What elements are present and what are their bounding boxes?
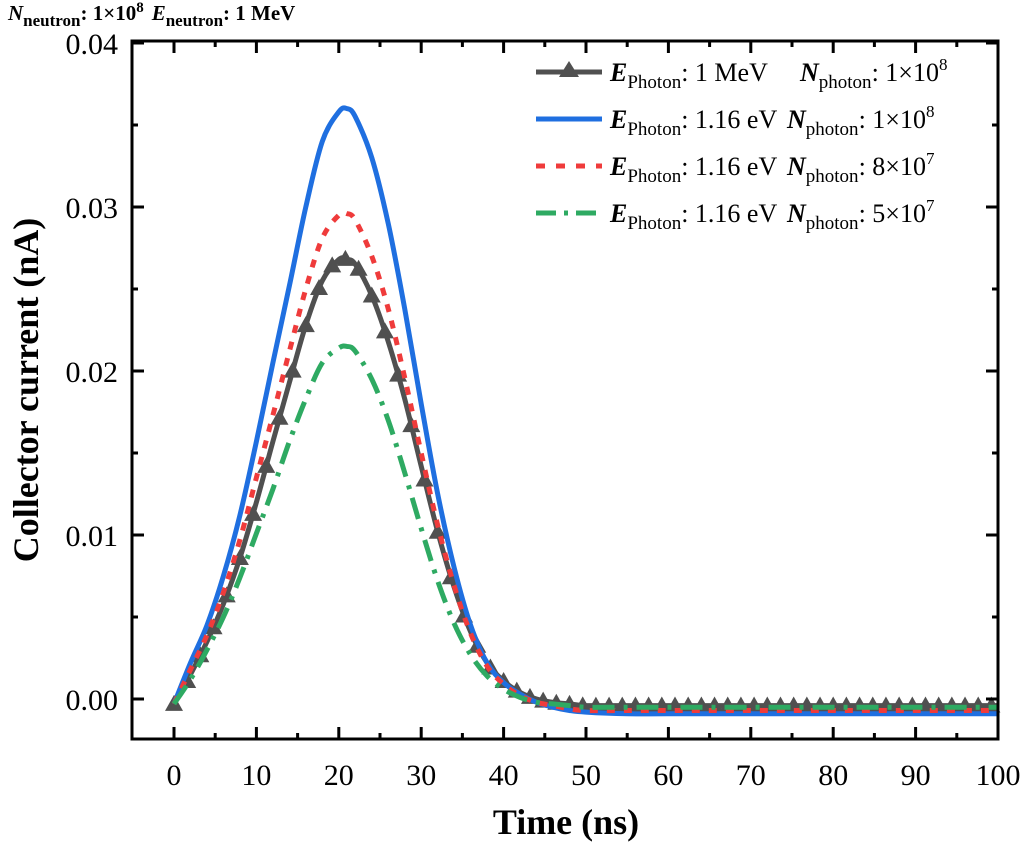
- series-1: [165, 249, 1001, 713]
- data-point-marker: [336, 249, 355, 266]
- legend-item: EPhoton: 1.16 eV Nphoton: 8×107: [536, 149, 935, 187]
- top-annotation: Nneutron: 1×108 Eneutron: 1 MeV: [7, 0, 295, 30]
- x-tick-label: 100: [976, 759, 1021, 792]
- n-neutron-symbol: N: [7, 1, 24, 25]
- x-tick-label: 60: [653, 759, 683, 792]
- data-point-marker: [270, 408, 289, 425]
- x-tick-label: 10: [241, 759, 271, 792]
- x-tick-label: 80: [818, 759, 848, 792]
- x-tick-label: 40: [489, 759, 519, 792]
- legend-label: EPhoton: 1.16 eV Nphoton: 5×107: [609, 196, 935, 234]
- data-point-marker: [204, 618, 223, 635]
- e-neutron-value: : 1 MeV: [223, 1, 295, 25]
- series-line: [171, 105, 998, 717]
- y-tick-label: 0.02: [66, 356, 119, 389]
- y-tick-label: 0.03: [66, 192, 119, 225]
- data-point-marker: [402, 416, 421, 433]
- data-point-marker: [362, 286, 381, 303]
- x-tick-label: 0: [167, 759, 182, 792]
- y-tick-label: 0.01: [66, 520, 119, 553]
- e-neutron-symbol: E: [151, 1, 166, 25]
- data-point-marker: [296, 316, 315, 333]
- data-point-marker: [323, 256, 342, 273]
- x-tick-label: 20: [324, 759, 354, 792]
- series-4: [171, 343, 998, 710]
- data-point-marker: [375, 322, 394, 339]
- series-line: [171, 210, 998, 714]
- legend-item: EPhoton: 1.16 eV Nphoton: 5×107: [536, 196, 935, 234]
- x-tick-label: 30: [406, 759, 436, 792]
- data-point-marker: [257, 456, 276, 473]
- data-point-marker: [428, 522, 447, 539]
- n-neutron-value: : 1×10: [80, 1, 136, 25]
- series-2: [171, 105, 998, 717]
- legend-label: EPhoton: 1 MeV Nphoton: 1×108: [609, 55, 947, 93]
- y-tick-label: 0.00: [66, 684, 119, 717]
- ticks-layer: 0 10 20 30 40 50 60 70 80 90 100 0.00 0.01 0.02 0.03 0.…: [66, 28, 1021, 792]
- legend-item: EPhoton: 1 MeV Nphoton: 1×108: [536, 55, 947, 93]
- n-neutron-sub: neutron: [23, 11, 81, 30]
- x-axis-title: Time (ns): [493, 802, 639, 842]
- series-line: [171, 343, 998, 710]
- series-layer: [165, 105, 1001, 717]
- y-axis-title: Collector current (nA): [6, 218, 46, 563]
- series-line: [171, 255, 998, 709]
- y-tick-label: 0.04: [66, 28, 119, 61]
- plot-frame: [130, 39, 1000, 741]
- legend-marker-icon: [559, 61, 579, 77]
- legend-item: EPhoton: 1.16 eV Nphoton: 1×108: [536, 102, 934, 140]
- series-3: [171, 210, 998, 714]
- x-tick-label: 50: [571, 759, 601, 792]
- legend: EPhoton: 1 MeV Nphoton: 1×108 EPhoton: 1.1…: [536, 55, 947, 234]
- data-point-marker: [415, 470, 434, 487]
- e-neutron-sub: neutron: [166, 11, 224, 30]
- data-point-marker: [283, 361, 302, 378]
- data-point-marker: [310, 278, 329, 295]
- legend-label: EPhoton: 1.16 eV Nphoton: 1×108: [609, 102, 934, 140]
- x-tick-label: 90: [901, 759, 931, 792]
- n-neutron-exp: 8: [136, 0, 144, 16]
- data-point-marker: [244, 504, 263, 521]
- x-tick-label: 70: [736, 759, 766, 792]
- data-point-marker: [349, 259, 368, 276]
- legend-label: EPhoton: 1.16 eV Nphoton: 8×107: [609, 149, 935, 187]
